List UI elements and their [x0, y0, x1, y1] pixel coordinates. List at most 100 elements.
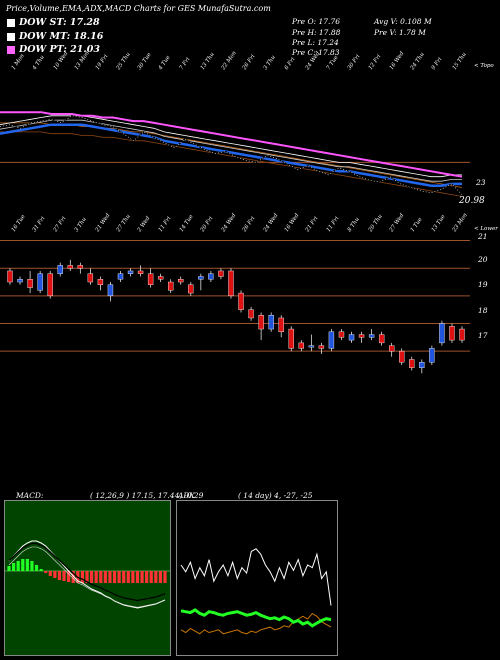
candle-body — [97, 279, 104, 285]
candle-body — [248, 309, 254, 319]
macd-hist-bar — [99, 571, 103, 583]
candle-body — [338, 331, 345, 338]
candle-body — [127, 270, 134, 274]
macd-hist-bar — [25, 559, 29, 571]
quote-prev-volume: Pre V: 1.78 M — [374, 28, 426, 37]
macd-hist-bar — [7, 566, 11, 571]
candle-body — [419, 362, 425, 368]
ema-topo-label: < Topo — [474, 63, 494, 69]
date-label-bottom: 27 Thu — [115, 213, 132, 234]
candle-lower-label: < Lower — [474, 226, 498, 232]
legend-swatch-st — [7, 18, 15, 27]
date-label-bottom: 20 Fri — [199, 216, 214, 234]
legend-dow-mt-label: DOW MT: 18.16 — [19, 31, 104, 42]
candle-body — [429, 348, 435, 363]
candle-body — [137, 270, 144, 274]
quote-high: Pre H: 17.88 — [292, 28, 341, 37]
macd-panel — [4, 500, 171, 656]
date-label-bottom: 26 Fri — [241, 216, 256, 234]
legend-swatch-pt — [7, 45, 15, 54]
date-label-top: 10 Wed — [53, 50, 70, 71]
date-label-top: 13 Thu — [200, 51, 216, 71]
macd-hist-bar — [149, 571, 153, 583]
candle-body — [399, 350, 405, 363]
date-label-bottom: 21 Fri — [304, 216, 319, 234]
adx-chart — [180, 548, 332, 635]
candle-body — [409, 359, 415, 368]
adx-params: ( 14 day) 4, -27, -25 — [238, 491, 313, 500]
legend-dow-st-label: DOW ST: 17.28 — [19, 17, 100, 28]
macd-hist-bar — [131, 571, 135, 583]
macd-hist-bar — [108, 571, 112, 583]
date-label-bottom: 16 Tue — [11, 213, 27, 233]
legend-swatch-mt — [7, 32, 15, 41]
date-label-top: 1 Mon — [11, 53, 26, 71]
ema-level-2098: 20.98 — [459, 196, 485, 206]
candle-level-18: 18 — [478, 306, 488, 315]
macd-signal-line-2 — [8, 546, 166, 608]
candle-body — [218, 270, 224, 277]
candle-body — [278, 317, 284, 333]
macd-params: ( 12,26,9 ) 17.15, 17.44, -0.29 — [90, 491, 204, 500]
macd-line — [8, 540, 166, 609]
price-dots — [0, 115, 463, 195]
macd-hist-bar — [71, 571, 75, 583]
date-label-top: 19 Fri — [95, 54, 110, 72]
candle-body — [439, 323, 445, 344]
date-label-top: 30 Fri — [347, 54, 362, 72]
macd-hist-bar — [89, 571, 94, 583]
legend-dow-pt: DOW PT: 21.03 — [7, 44, 100, 55]
date-label-bottom: 8 Thu — [347, 216, 361, 233]
candle-body — [157, 276, 164, 280]
date-label-top: 3 Thu — [263, 54, 277, 71]
date-label-top: 16 Wed — [389, 50, 406, 71]
candle-level-19: 19 — [478, 280, 488, 289]
candle-body — [77, 265, 84, 269]
adx-line — [180, 548, 332, 606]
date-label-top: 24 Thu — [409, 51, 426, 72]
candle-body — [67, 265, 73, 269]
macd-hist-bar — [53, 571, 57, 578]
macd-hist-bar — [80, 571, 85, 583]
price-line — [0, 115, 463, 196]
date-label-bottom: 31 Fri — [32, 216, 47, 234]
candle-body — [27, 279, 33, 288]
date-label-bottom: 27 Wed — [388, 212, 406, 234]
date-label-top: 13 Mon — [74, 50, 91, 71]
macd-hist-bar — [30, 561, 34, 571]
macd-hist-bar — [62, 571, 66, 581]
candle-body — [298, 342, 304, 349]
macd-hist-bar — [11, 563, 16, 571]
macd-hist-bar — [140, 571, 144, 583]
candle-body — [388, 345, 395, 352]
macd-hist-bar — [135, 571, 140, 583]
date-label-top: 25 Thu — [115, 51, 132, 72]
date-label-bottom: 11 Fri — [326, 216, 341, 234]
candle-body — [37, 273, 43, 291]
adx-label: ADX — [178, 491, 195, 500]
candle-body — [459, 328, 465, 341]
candle-body — [7, 270, 13, 283]
macd-label: MACD: — [16, 491, 44, 500]
candle-level-17: 17 — [478, 331, 488, 340]
quote-close: Pre C: 17.83 — [292, 48, 340, 57]
macd-signal-line — [8, 542, 166, 602]
candle-body — [208, 273, 214, 280]
candle-body — [178, 279, 184, 283]
date-label-top: 12 Fri — [368, 54, 383, 72]
date-label-top: 4 Tue — [157, 54, 172, 72]
date-label-bottom: 11 Fri — [158, 216, 173, 234]
macd-hist-bar — [67, 571, 71, 582]
date-label-bottom: 13 Tue — [431, 213, 447, 233]
candle-body — [378, 334, 385, 344]
date-label-top: 30 Tue — [137, 51, 153, 71]
candle-body — [328, 331, 335, 349]
date-label-top: 26 Fri — [241, 54, 256, 72]
quote-open: Pre O: 17.76 — [292, 17, 340, 26]
candle-body — [168, 281, 174, 291]
candle-level-20: 20 — [478, 255, 488, 264]
ema-brown-line-2 — [0, 131, 463, 197]
macd-hist-bar — [126, 571, 130, 583]
candle-body — [258, 315, 264, 330]
macd-hist-bar — [122, 571, 126, 583]
